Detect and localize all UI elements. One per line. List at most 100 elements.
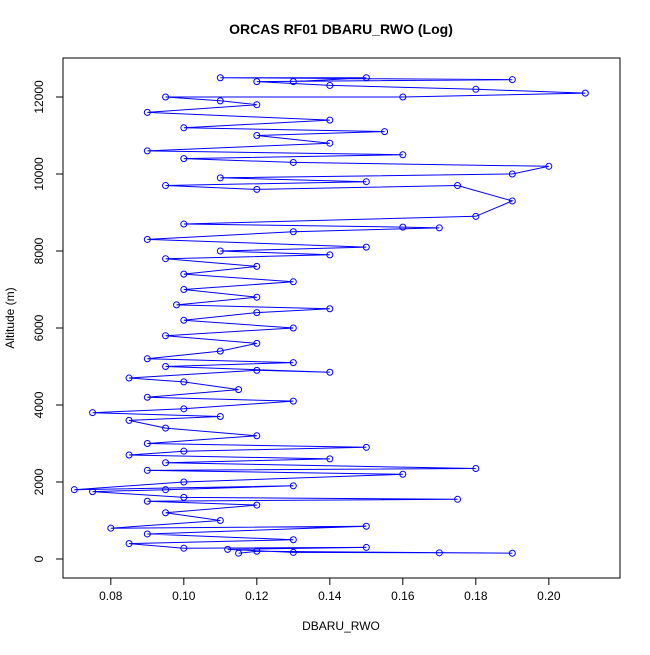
- data-point: [173, 301, 181, 309]
- data-point: [472, 465, 480, 473]
- data-point: [235, 386, 243, 394]
- data-point: [216, 174, 224, 182]
- data-point: [143, 497, 151, 505]
- data-point: [289, 78, 297, 86]
- data-point: [162, 486, 170, 494]
- x-tick-label: 0.14: [318, 589, 342, 603]
- data-point: [326, 455, 334, 463]
- data-point: [180, 316, 188, 324]
- data-point: [107, 524, 115, 532]
- data-point: [253, 432, 261, 440]
- x-tick-label: 0.08: [99, 589, 123, 603]
- data-point: [143, 393, 151, 401]
- data-point: [180, 285, 188, 293]
- data-point: [180, 378, 188, 386]
- data-point: [143, 355, 151, 363]
- data-point: [216, 413, 224, 421]
- data-point: [180, 544, 188, 552]
- x-tick-label: 0.12: [245, 589, 269, 603]
- data-point: [162, 424, 170, 432]
- x-tick-label: 0.16: [391, 589, 415, 603]
- data-point: [162, 509, 170, 517]
- data-point: [289, 536, 297, 544]
- data-point: [125, 540, 133, 548]
- data-line: [74, 77, 586, 554]
- data-point: [216, 74, 224, 82]
- data-point: [235, 549, 243, 557]
- y-tick-label: 6000: [32, 314, 46, 341]
- y-tick-label: 8000: [32, 237, 46, 264]
- data-point: [180, 270, 188, 278]
- data-point: [216, 247, 224, 255]
- data-point: [216, 97, 224, 105]
- x-tick-label: 0.20: [537, 589, 561, 603]
- data-point: [545, 162, 553, 170]
- data-point: [180, 155, 188, 163]
- data-point: [253, 339, 261, 347]
- data-point: [362, 522, 370, 530]
- data-point: [143, 147, 151, 155]
- data-point: [143, 108, 151, 116]
- chart-title: ORCAS RF01 DBARU_RWO (Log): [229, 21, 453, 37]
- data-point: [289, 482, 297, 490]
- data-point: [162, 459, 170, 467]
- data-point: [253, 101, 261, 109]
- data-point: [253, 262, 261, 270]
- data-point: [70, 486, 78, 494]
- data-point: [143, 235, 151, 243]
- data-point: [362, 178, 370, 186]
- y-axis-label: Altitude (m): [3, 287, 17, 348]
- data-point: [162, 332, 170, 340]
- plot-frame: [62, 57, 621, 579]
- data-point: [362, 243, 370, 251]
- data-point: [326, 116, 334, 124]
- data-point: [180, 493, 188, 501]
- data-point: [326, 81, 334, 89]
- data-point: [224, 545, 232, 553]
- data-point: [180, 220, 188, 228]
- y-tick-label: 0: [32, 555, 46, 562]
- data-point: [253, 293, 261, 301]
- data-point: [180, 447, 188, 455]
- data-point: [143, 466, 151, 474]
- data-point: [472, 212, 480, 220]
- data-point: [162, 182, 170, 190]
- data-point: [253, 366, 261, 374]
- data-point: [180, 405, 188, 413]
- data-point: [326, 305, 334, 313]
- data-point: [435, 549, 443, 557]
- data-point: [362, 74, 370, 82]
- data-point: [399, 93, 407, 101]
- data-point: [508, 197, 516, 205]
- data-point: [125, 374, 133, 382]
- data-point: [399, 470, 407, 478]
- data-point: [253, 131, 261, 139]
- data-point: [253, 547, 261, 555]
- data-point: [125, 416, 133, 424]
- data-point: [253, 501, 261, 509]
- data-point: [216, 516, 224, 524]
- data-point: [289, 397, 297, 405]
- data-point: [381, 128, 389, 136]
- data-point: [162, 362, 170, 370]
- data-point: [289, 324, 297, 332]
- data-point: [162, 255, 170, 263]
- x-tick-label: 0.10: [172, 589, 196, 603]
- data-point: [289, 359, 297, 367]
- data-point: [454, 495, 462, 503]
- data-point: [143, 530, 151, 538]
- data-point: [508, 170, 516, 178]
- x-tick-label: 0.18: [464, 589, 488, 603]
- data-point: [435, 224, 443, 232]
- data-point: [125, 451, 133, 459]
- data-point: [399, 223, 407, 231]
- data-point: [508, 76, 516, 84]
- y-tick-label: 12000: [32, 80, 46, 114]
- data-point: [162, 93, 170, 101]
- data-point: [143, 439, 151, 447]
- y-tick-label: 4000: [32, 391, 46, 418]
- data-point: [180, 124, 188, 132]
